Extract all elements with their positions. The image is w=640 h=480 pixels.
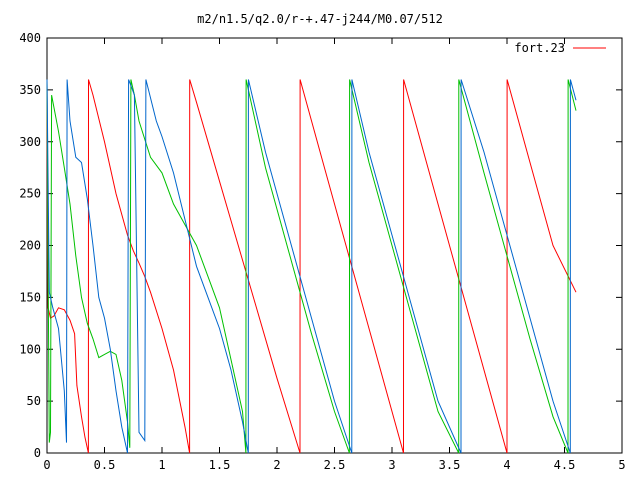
y-tick-label: 50 — [27, 394, 41, 408]
legend: fort.23 — [514, 41, 606, 55]
x-tick-label: 2.5 — [324, 458, 346, 472]
plot-frame — [46, 37, 623, 454]
y-tick-label: 150 — [19, 290, 41, 304]
series-group — [46, 79, 577, 454]
x-tick-label: 1 — [158, 458, 165, 472]
y-tick-label: 100 — [19, 342, 41, 356]
x-tick-label: 5 — [618, 458, 625, 472]
x-tick-label: 1.5 — [209, 458, 231, 472]
series-line-1 — [46, 79, 577, 454]
chart-title: m2/n1.5/q2.0/r-+.47-j244/M0.07/512 — [197, 12, 443, 26]
axis-ticks: 0 0.5 1 1.5 2 2.5 3 3.5 4 4.5 50501001502002503003… — [19, 31, 625, 472]
y-tick-label: 200 — [19, 239, 41, 253]
y-tick-label: 350 — [19, 83, 41, 97]
x-tick-label: 4.5 — [554, 458, 576, 472]
x-tick-label: 0.5 — [94, 458, 116, 472]
y-tick-label: 0 — [34, 446, 41, 460]
x-tick-label: 0 — [43, 458, 50, 472]
series-line-2 — [46, 79, 577, 454]
legend-label-fort-23: fort.23 — [514, 41, 565, 55]
series-line-3 — [46, 79, 577, 454]
x-tick-label: 2 — [273, 458, 280, 472]
x-tick-label: 3.5 — [439, 458, 461, 472]
x-tick-label: 3 — [388, 458, 395, 472]
y-tick-label: 250 — [19, 187, 41, 201]
y-tick-label: 300 — [19, 135, 41, 149]
y-tick-label: 400 — [19, 31, 41, 45]
x-tick-label: 4 — [503, 458, 510, 472]
